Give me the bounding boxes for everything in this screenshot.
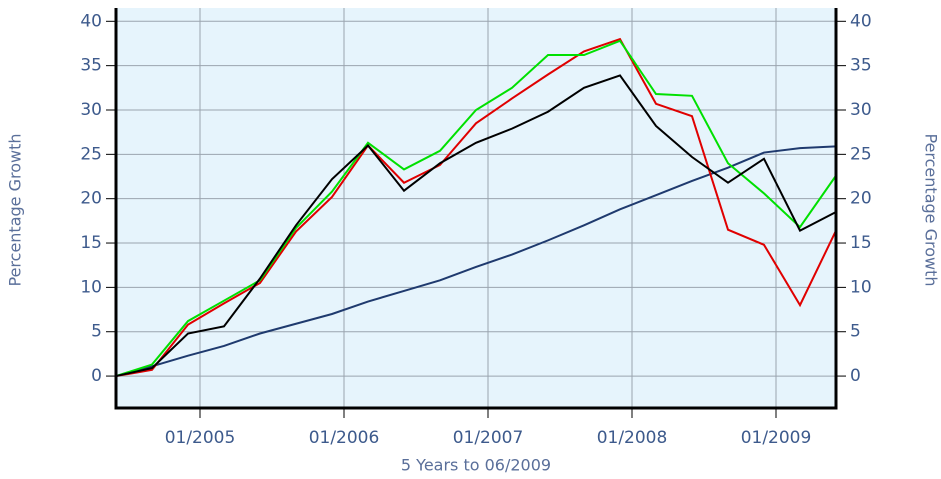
plot-frame bbox=[114, 8, 838, 410]
y-tick-label: 30 bbox=[80, 100, 102, 120]
y-tick-label: 10 bbox=[80, 277, 102, 297]
y-tick-label: 0 bbox=[91, 366, 102, 386]
line-series bbox=[115, 37, 837, 378]
x-tick-label: 01/2006 bbox=[309, 428, 380, 448]
y2-tick-label: 35 bbox=[850, 56, 872, 76]
y-tick-label: 20 bbox=[80, 189, 102, 209]
x-tick-label: 01/2008 bbox=[597, 428, 668, 448]
y2-axis-label: Percentage Growth bbox=[922, 133, 941, 286]
y-tick-label: 15 bbox=[80, 233, 102, 253]
line-series bbox=[115, 74, 837, 378]
x-axis-label: 5 Years to 06/2009 bbox=[401, 456, 551, 475]
y-tick-label: 35 bbox=[80, 56, 102, 76]
y2-tick-label: 20 bbox=[850, 189, 872, 209]
x-tick-label: 01/2005 bbox=[165, 428, 236, 448]
y2-tick-label: 40 bbox=[850, 11, 872, 31]
line-series bbox=[115, 145, 837, 378]
plot-background bbox=[116, 8, 836, 408]
y-tick-label: 5 bbox=[91, 322, 102, 342]
y2-tick-label: 0 bbox=[850, 366, 861, 386]
y2-tick-label: 30 bbox=[850, 100, 872, 120]
y-axis-label: Percentage Growth bbox=[6, 133, 25, 286]
y-tick-label: 25 bbox=[80, 144, 102, 164]
x-tick-label: 01/2009 bbox=[741, 428, 812, 448]
y2-tick-label: 5 bbox=[850, 322, 861, 342]
y-tick-label: 40 bbox=[80, 11, 102, 31]
y2-tick-label: 10 bbox=[850, 277, 872, 297]
y2-tick-label: 15 bbox=[850, 233, 872, 253]
x-tick-label: 01/2007 bbox=[453, 428, 524, 448]
line-series bbox=[115, 39, 837, 378]
y2-tick-label: 25 bbox=[850, 144, 872, 164]
